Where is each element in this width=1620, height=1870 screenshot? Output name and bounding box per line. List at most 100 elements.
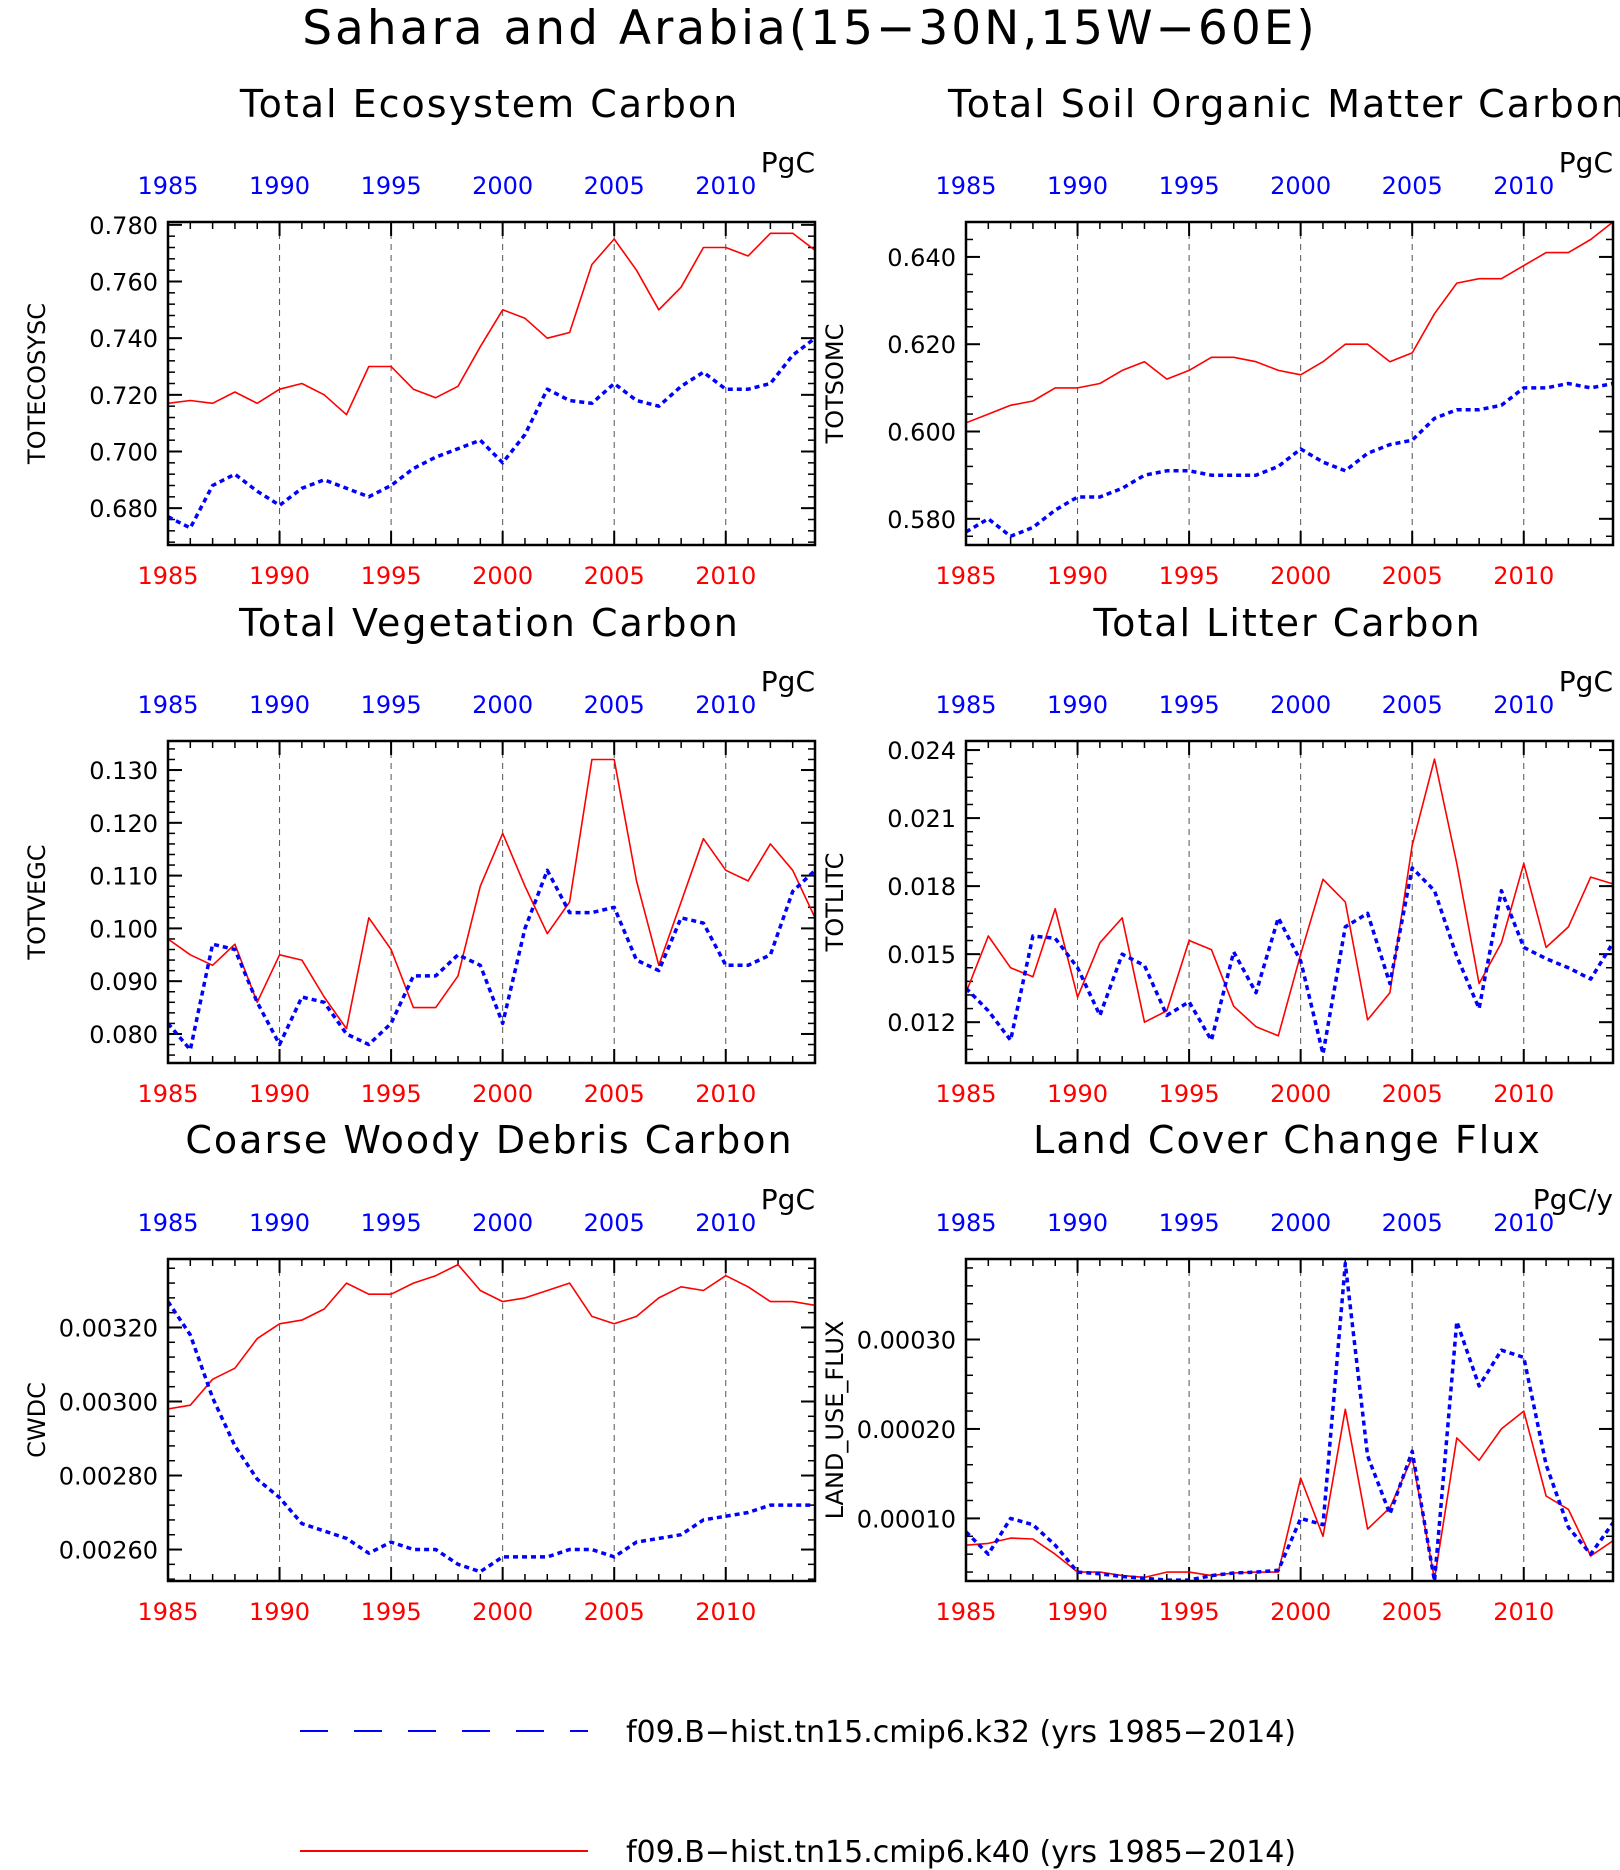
- x-tick-label-bottom: 2005: [584, 1598, 645, 1626]
- x-tick-label-top: 2000: [1270, 1209, 1331, 1237]
- x-tick-label-bottom: 2000: [1270, 562, 1331, 590]
- x-tick-label-bottom: 1990: [1047, 1080, 1108, 1108]
- x-tick-label-top: 1995: [361, 1209, 422, 1237]
- y-axis-label: TOTLITC: [821, 853, 849, 953]
- y-axis-label: CWDC: [23, 1382, 51, 1458]
- y-tick-label: 0.760: [89, 269, 158, 297]
- x-tick-label-top: 2000: [1270, 172, 1331, 200]
- series-k40-line: [168, 232, 815, 416]
- x-tick-label-bottom: 1995: [361, 1598, 422, 1626]
- x-tick-label-bottom: 1990: [249, 1598, 310, 1626]
- x-tick-label-bottom: 2000: [472, 1080, 533, 1108]
- x-tick-label-top: 1990: [1047, 1209, 1108, 1237]
- y-tick-label: 0.600: [887, 419, 956, 447]
- x-tick-label-bottom: 1985: [137, 562, 198, 590]
- y-tick-label: 0.00260: [59, 1537, 158, 1565]
- x-tick-label-bottom: 1985: [137, 1080, 198, 1108]
- y-tick-label: 0.110: [89, 863, 158, 891]
- plot-frame: [964, 1257, 1615, 1583]
- x-tick-label-top: 1995: [361, 172, 422, 200]
- x-tick-label-top: 2010: [1493, 1209, 1554, 1237]
- y-axis-label: LAND_USE_FLUX: [821, 1321, 849, 1520]
- units-label: PgC: [761, 1183, 815, 1216]
- y-tick-label: 0.640: [887, 244, 956, 272]
- y-tick-label: 0.680: [89, 495, 158, 523]
- x-tick-label-bottom: 1995: [1159, 562, 1220, 590]
- x-tick-label-top: 1990: [1047, 172, 1108, 200]
- x-tick-label-top: 1995: [1159, 1209, 1220, 1237]
- y-tick-label: 0.012: [887, 1009, 956, 1037]
- x-tick-label-top: 2005: [584, 1209, 645, 1237]
- x-tick-label-top: 2010: [695, 172, 756, 200]
- series-k32-line: [966, 381, 1613, 539]
- x-tick-label-bottom: 1985: [935, 562, 996, 590]
- x-tick-label-top: 1985: [137, 1209, 198, 1237]
- x-tick-label-top: 2010: [1493, 691, 1554, 719]
- y-axis-label: TOTSOMC: [821, 324, 849, 445]
- x-tick-label-top: 1985: [935, 691, 996, 719]
- panels-group: Total Ecosystem Carbon PgC 1985 1985 1990 199…: [23, 82, 1620, 1626]
- x-tick-label-bottom: 1995: [1159, 1080, 1220, 1108]
- y-tick-label: 0.620: [887, 331, 956, 359]
- y-tick-label: 0.00020: [857, 1416, 956, 1444]
- panel-title: Total Ecosystem Carbon: [239, 82, 739, 126]
- y-tick-label: 0.090: [89, 968, 158, 996]
- y-tick-label: 0.780: [89, 212, 158, 240]
- panel-title: Land Cover Change Flux: [1033, 1118, 1542, 1162]
- y-axis-label: TOTVEGC: [23, 844, 51, 960]
- x-tick-label-bottom: 1995: [361, 1080, 422, 1108]
- y-tick-label: 0.021: [887, 805, 956, 833]
- x-tick-label-bottom: 1990: [1047, 562, 1108, 590]
- x-tick-label-top: 1990: [249, 1209, 310, 1237]
- series-k32-line: [966, 866, 1613, 1056]
- y-tick-label: 0.700: [89, 439, 158, 467]
- x-tick-label-bottom: 1990: [249, 1080, 310, 1108]
- plot-frame: [166, 739, 817, 1065]
- x-tick-label-bottom: 2000: [472, 562, 533, 590]
- panel-title: Total Litter Carbon: [1092, 601, 1481, 645]
- x-tick-label-bottom: 2000: [472, 1598, 533, 1626]
- legend-label-k40: f09.B−hist.tn15.cmip6.k40 (yrs 1985−2014…: [626, 1835, 1296, 1870]
- x-tick-label-bottom: 2005: [1382, 1598, 1443, 1626]
- panel-5: Coarse Woody Debris Carbon PgC 1985 1985 199…: [23, 1118, 817, 1626]
- x-tick-label-top: 2005: [1382, 1209, 1443, 1237]
- x-tick-label-bottom: 1985: [935, 1598, 996, 1626]
- panel-title: Total Soil Organic Matter Carbon: [947, 82, 1620, 126]
- y-tick-label: 0.00030: [857, 1327, 956, 1355]
- series-k32-line: [168, 1300, 815, 1574]
- panel-title: Total Vegetation Carbon: [238, 601, 740, 645]
- x-tick-label-top: 2000: [1270, 691, 1331, 719]
- x-tick-label-bottom: 2010: [695, 1598, 756, 1626]
- y-tick-label: 0.100: [89, 915, 158, 943]
- x-tick-label-top: 2010: [695, 1209, 756, 1237]
- panel-title: Coarse Woody Debris Carbon: [185, 1118, 793, 1162]
- y-tick-label: 0.00300: [59, 1388, 158, 1416]
- panel-2: Total Soil Organic Matter Carbon PgC 1985 1…: [821, 82, 1620, 590]
- x-tick-label-bottom: 2010: [1493, 562, 1554, 590]
- x-tick-label-top: 1985: [935, 172, 996, 200]
- y-tick-label: 0.018: [887, 873, 956, 901]
- x-tick-label-bottom: 1990: [1047, 1598, 1108, 1626]
- x-tick-label-bottom: 1995: [1159, 1598, 1220, 1626]
- y-tick-label: 0.080: [89, 1021, 158, 1049]
- series-k40-line: [168, 1263, 815, 1410]
- x-tick-label-top: 1985: [137, 172, 198, 200]
- x-tick-label-bottom: 2005: [584, 562, 645, 590]
- x-tick-label-bottom: 2005: [584, 1080, 645, 1108]
- y-tick-label: 0.580: [887, 506, 956, 534]
- units-label: PgC: [761, 146, 815, 179]
- x-tick-label-top: 1995: [361, 691, 422, 719]
- units-label: PgC: [1559, 665, 1613, 698]
- panel-6: Land Cover Change Flux PgC/y 1985 1985 1990 1…: [821, 1118, 1615, 1626]
- units-label: PgC/y: [1533, 1183, 1613, 1216]
- y-tick-label: 0.130: [89, 757, 158, 785]
- y-tick-label: 0.015: [887, 941, 956, 969]
- legend-label-k32: f09.B−hist.tn15.cmip6.k32 (yrs 1985−2014…: [626, 1715, 1296, 1750]
- y-tick-label: 0.00010: [857, 1505, 956, 1533]
- x-tick-label-top: 2005: [584, 172, 645, 200]
- plot-frame: [964, 220, 1615, 547]
- x-tick-label-bottom: 1990: [249, 562, 310, 590]
- y-tick-label: 0.120: [89, 810, 158, 838]
- x-tick-label-top: 1985: [935, 1209, 996, 1237]
